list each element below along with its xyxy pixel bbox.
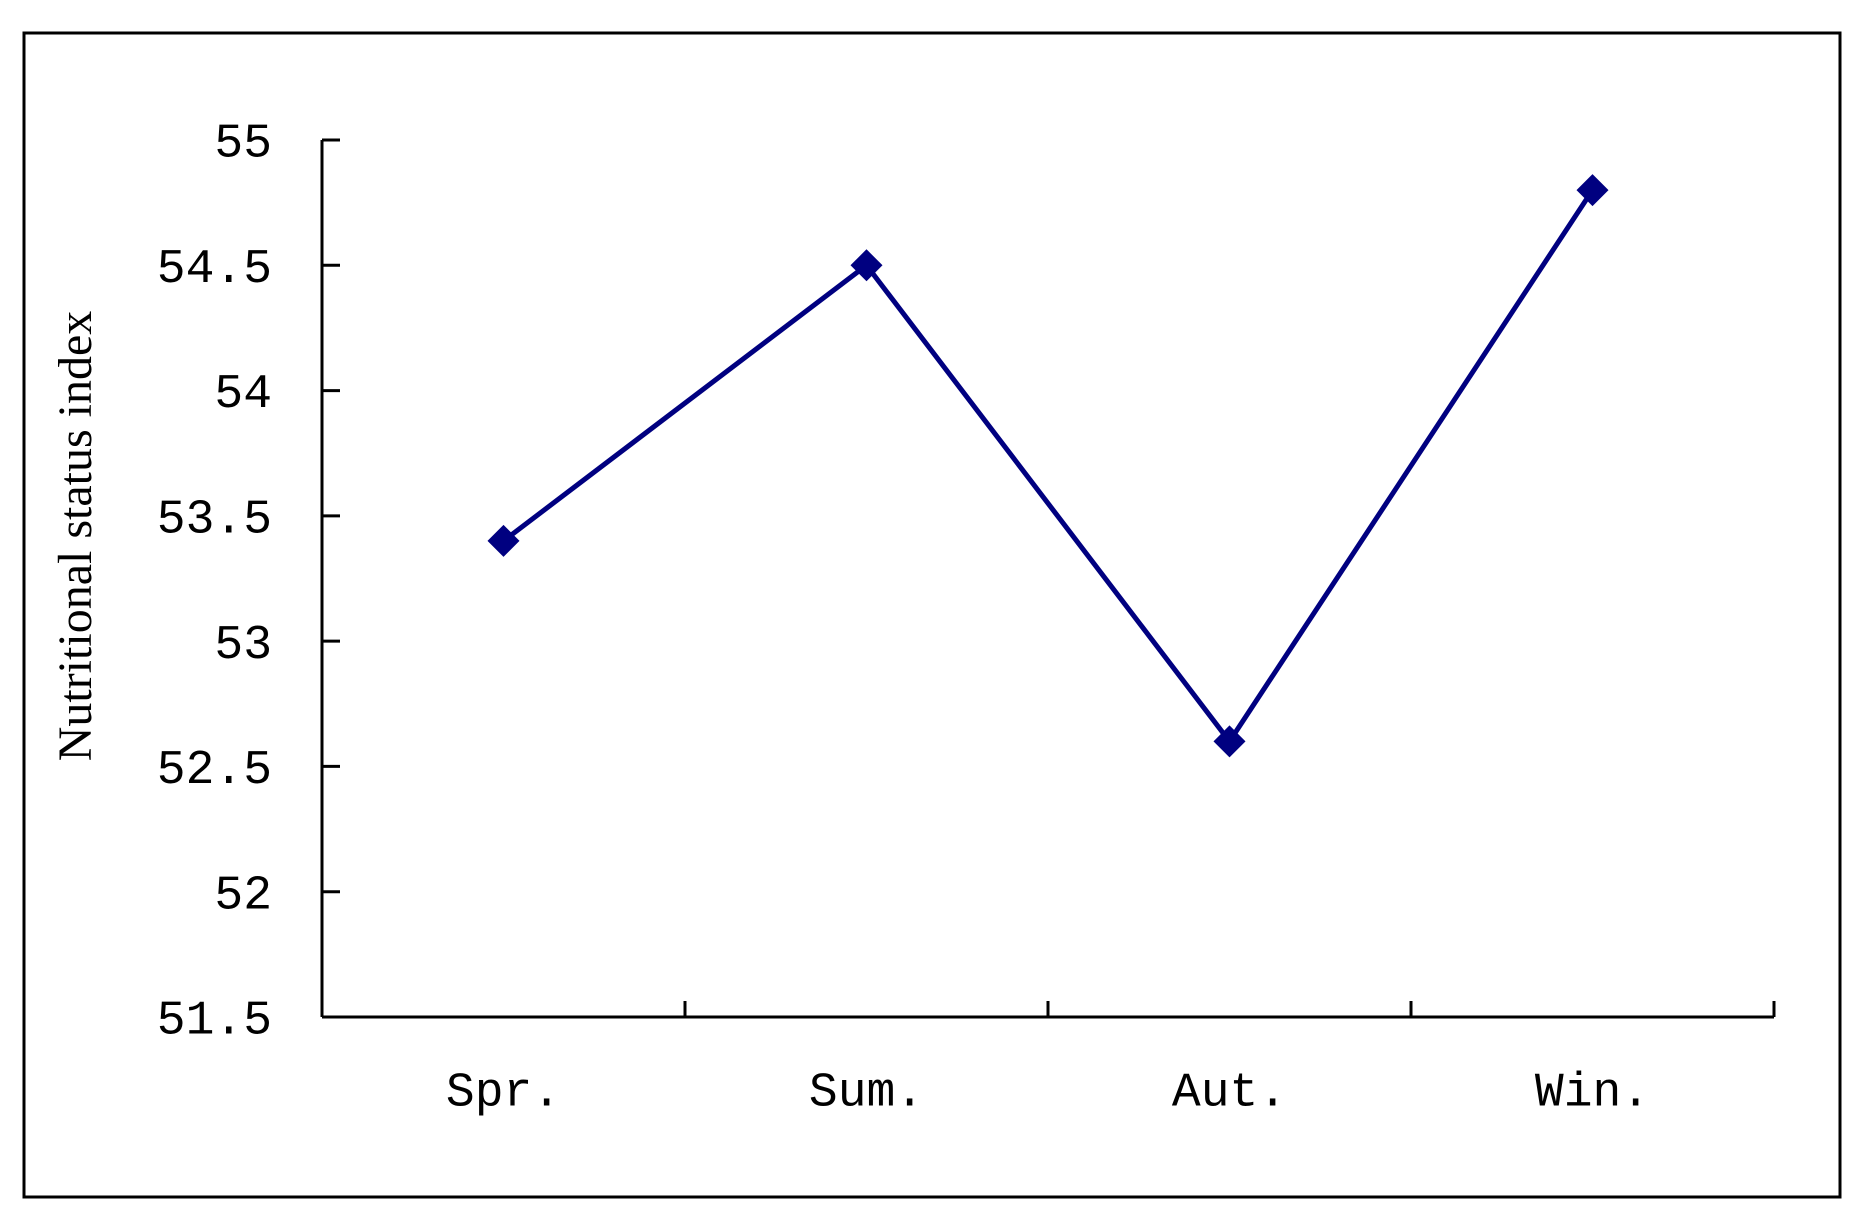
chart-frame xyxy=(22,31,1842,1199)
y-tick-label: 54.5 xyxy=(157,243,272,297)
marker xyxy=(487,524,520,557)
y-tick-label: 52 xyxy=(214,869,272,923)
y-tick-label: 52.5 xyxy=(157,744,272,798)
y-tick-label: 54 xyxy=(214,368,272,422)
marker xyxy=(1213,725,1246,758)
marker xyxy=(1576,174,1609,207)
y-tick-label: 51.5 xyxy=(157,995,272,1049)
x-tick-label: Sum. xyxy=(809,1067,924,1121)
x-tick-label: Aut. xyxy=(1172,1067,1287,1121)
marker xyxy=(850,249,883,282)
y-tick-label: 55 xyxy=(214,118,272,172)
y-tick-label: 53 xyxy=(214,619,272,673)
x-tick-label: Spr. xyxy=(446,1067,561,1121)
y-axis-label: Nutritional status index xyxy=(49,311,102,762)
series-line xyxy=(501,188,1595,746)
y-tick-label: 53.5 xyxy=(157,494,272,548)
x-tick-label: Win. xyxy=(1535,1067,1650,1121)
